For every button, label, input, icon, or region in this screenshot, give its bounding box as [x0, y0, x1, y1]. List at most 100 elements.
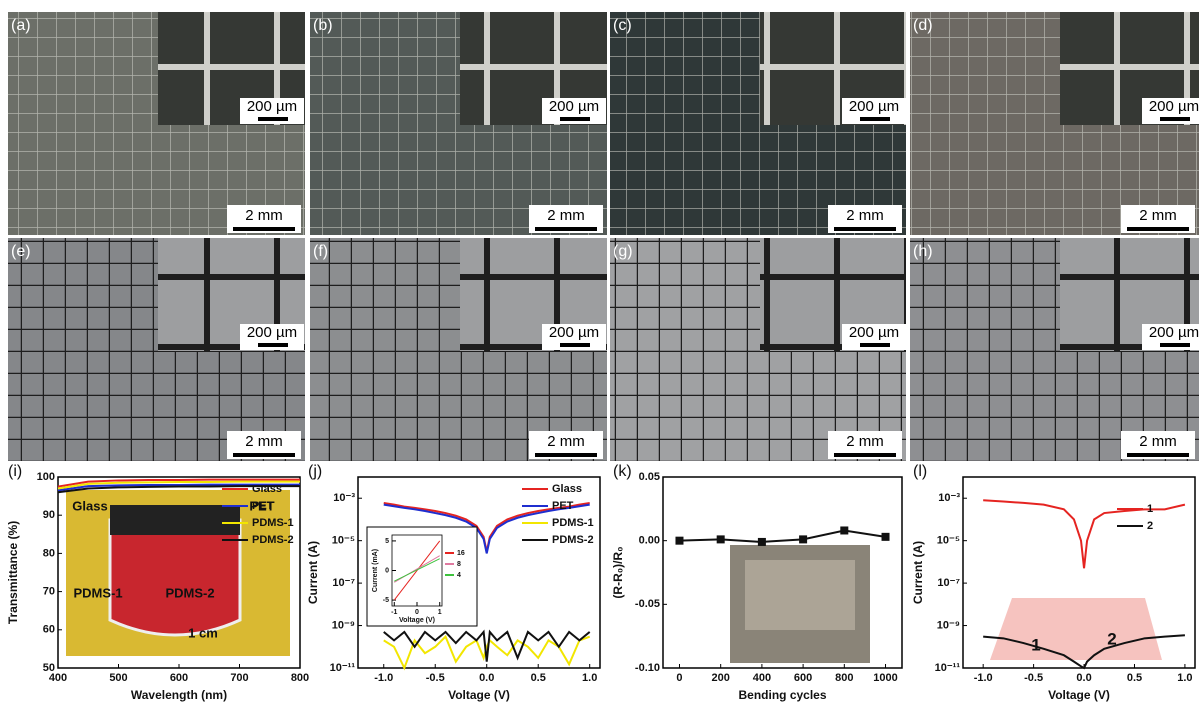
legend-label: PDMS-1	[552, 517, 594, 529]
scale-label: 2 mm	[245, 433, 283, 450]
y-tick-label: 10⁻⁷	[937, 577, 960, 589]
x-tick-label: 600	[170, 672, 188, 684]
x-axis-label: Wavelength (nm)	[131, 688, 227, 702]
x-tick-label: -1	[391, 609, 397, 616]
panel-label: (g)	[613, 243, 633, 260]
marker	[758, 538, 766, 546]
inset-scale: 200 µm	[849, 324, 899, 341]
inset-scale: 200 µm	[1149, 98, 1199, 115]
y-tick-label: 10⁻¹¹	[935, 662, 961, 674]
legend-label: 16	[457, 550, 465, 557]
y-tick-label: 60	[43, 624, 55, 636]
y-axis-label: Current (A)	[306, 541, 320, 604]
scale-bar	[1127, 227, 1189, 231]
figure: (a)200 µm2 mm(b)200 µm2 mm(c)200 µm2 mm(…	[0, 0, 1199, 702]
x-tick-label: 0	[676, 672, 682, 684]
scale-bar	[233, 453, 295, 457]
annotation: 1 cm	[188, 625, 218, 640]
y-tick-label: 5	[385, 538, 389, 545]
panel-label: (e)	[11, 243, 31, 260]
y-tick-label: 10⁻⁹	[937, 619, 960, 631]
x-tick-label: 200	[712, 672, 730, 684]
inset-scale: 200 µm	[1149, 324, 1199, 341]
scale-bar	[834, 453, 896, 457]
y-tick-label: -0.10	[635, 662, 660, 674]
y-tick-label: 100	[37, 471, 55, 483]
y-tick-label: 10⁻³	[938, 492, 960, 504]
y-tick-label: 0.00	[639, 535, 660, 547]
y-tick-label: 70	[43, 586, 55, 598]
annotation: PDMS-1	[73, 585, 122, 600]
y-axis-label: Current (mA)	[372, 549, 379, 592]
scale-label: 2 mm	[547, 207, 585, 224]
scale-label: 2 mm	[846, 433, 884, 450]
x-tick-label: 500	[109, 672, 127, 684]
legend-label: 1	[1147, 503, 1153, 515]
legend-label: PDMS-2	[552, 534, 594, 546]
scale-bar	[1127, 453, 1189, 457]
inset-scale: 200 µm	[849, 98, 899, 115]
marker	[799, 535, 807, 543]
y-axis-label: Transmittance (%)	[6, 521, 20, 624]
x-tick-label: 400	[49, 672, 67, 684]
panel-label: (j)	[308, 463, 322, 480]
x-tick-label: 0.5	[531, 672, 546, 684]
y-tick-label: -0.05	[635, 598, 660, 610]
y-tick-label: 10⁻⁵	[332, 535, 355, 547]
legend-label: PDMS-1	[252, 517, 294, 529]
panel-label: (i)	[8, 463, 22, 480]
shield-band	[110, 505, 240, 535]
x-tick-label: 1000	[873, 672, 897, 684]
x-tick-label: 1.0	[582, 672, 597, 684]
scale-bar	[1160, 117, 1190, 121]
panel-label: (k)	[613, 463, 632, 480]
panel-label: (f)	[313, 243, 328, 260]
scale-label: 2 mm	[245, 207, 283, 224]
y-tick-label: 10⁻⁷	[332, 577, 355, 589]
scale-label: 2 mm	[1139, 433, 1177, 450]
scale-label: 2 mm	[547, 433, 585, 450]
x-axis-label: Bending cycles	[738, 688, 826, 702]
x-tick-label: -1.0	[374, 672, 393, 684]
x-tick-label: 700	[230, 672, 248, 684]
inset-scale: 200 µm	[549, 98, 599, 115]
inset-scale: 200 µm	[549, 324, 599, 341]
series-line	[679, 530, 885, 541]
x-tick-label: 1.0	[1177, 672, 1192, 684]
y-tick-label: 10⁻³	[333, 492, 355, 504]
x-tick-label: 600	[794, 672, 812, 684]
x-axis-label: Voltage (V)	[448, 688, 510, 702]
scale-label: 2 mm	[1139, 207, 1177, 224]
legend-label: 8	[457, 561, 461, 568]
marker	[882, 533, 890, 541]
annotation: Glass	[72, 498, 107, 513]
annotation: PDMS-2	[165, 585, 214, 600]
panel-label: (a)	[11, 17, 31, 34]
y-tick-label: -5	[383, 597, 389, 604]
x-tick-label: 800	[291, 672, 309, 684]
scale-label: 2 mm	[846, 207, 884, 224]
y-axis-label: Current (A)	[911, 541, 925, 604]
legend-label: PET	[552, 500, 574, 512]
legend-label: Glass	[552, 483, 582, 495]
x-tick-label: 0.0	[479, 672, 494, 684]
scale-bar	[560, 343, 590, 347]
panel-label: (d)	[913, 17, 933, 34]
scale-bar	[1160, 343, 1190, 347]
x-tick-label: 0.5	[1127, 672, 1142, 684]
y-tick-label: 10⁻⁵	[937, 535, 960, 547]
series-line	[983, 500, 1185, 568]
panel-label: (l)	[913, 463, 927, 480]
scale-bar	[233, 227, 295, 231]
y-tick-label: 0	[385, 567, 389, 574]
y-tick-label: 0.05	[639, 471, 660, 483]
x-tick-label: 1	[438, 609, 442, 616]
x-tick-label: 400	[753, 672, 771, 684]
x-axis-label: Voltage (V)	[399, 617, 435, 624]
y-tick-label: 80	[43, 547, 55, 559]
panel-label: (h)	[913, 243, 933, 260]
legend-label: 4	[457, 572, 461, 579]
marker	[840, 526, 848, 534]
